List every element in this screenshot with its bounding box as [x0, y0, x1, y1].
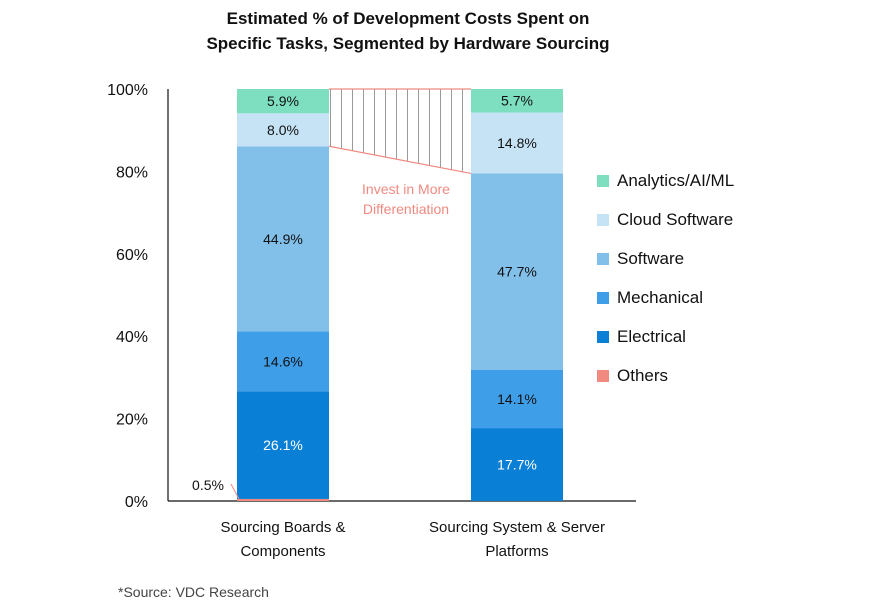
category-label-2-line-2: Platforms — [485, 543, 548, 560]
bar-segment-cloud-software-2 — [471, 112, 563, 174]
legend-swatch-analytics-ai-ml — [597, 175, 609, 187]
legend: Analytics/AI/ML Cloud Software Software Mec… — [597, 171, 734, 385]
differentiation-bottom-line — [328, 145, 472, 175]
legend-swatch-others — [597, 370, 609, 382]
chart-title: Estimated % of Development Costs Spent o… — [206, 9, 609, 53]
legend-item-analytics-ai-ml: Analytics/AI/ML — [597, 171, 734, 190]
data-label-electrical-2: 17.7% — [497, 457, 537, 473]
title-line-2: Specific Tasks, Segmented by Hardware So… — [206, 34, 609, 53]
bars — [237, 89, 563, 501]
y-tick-label-20: 20% — [116, 412, 148, 429]
legend-swatch-mechanical — [597, 292, 609, 304]
data-label-analytics-ai-ml-2: 5.7% — [501, 93, 533, 109]
category-label-1-line-2: Components — [240, 543, 325, 560]
bar-segment-mechanical-1 — [237, 331, 329, 392]
legend-label-electrical: Electrical — [617, 327, 686, 346]
y-tick-label-80: 80% — [116, 164, 148, 181]
annotation-line-2: Differentiation — [363, 201, 449, 217]
bar-segment-electrical-1 — [237, 391, 329, 499]
legend-label-analytics-ai-ml: Analytics/AI/ML — [617, 171, 734, 190]
data-label-software-2: 47.7% — [497, 264, 537, 280]
data-label-electrical-1: 26.1% — [263, 437, 303, 453]
bar-segment-analytics-ai-ml-2 — [471, 89, 563, 113]
data-label-others-1: 0.5% — [192, 477, 224, 493]
bar-segment-others-1 — [237, 498, 329, 501]
data-labels: 0.5% 26.1% 14.6% 44.9% 8.0% 5.9% 17.7% 14.1% 47.… — [192, 93, 537, 500]
legend-label-mechanical: Mechanical — [617, 288, 703, 307]
bar-segment-analytics-ai-ml-1 — [237, 89, 329, 114]
data-label-cloud-software-1: 8.0% — [267, 122, 299, 138]
title-line-1: Estimated % of Development Costs Spent o… — [227, 9, 590, 28]
bar-segment-electrical-2 — [471, 428, 563, 501]
legend-item-others: Others — [597, 366, 668, 385]
legend-item-electrical: Electrical — [597, 327, 686, 346]
source-note: *Source: VDC Research — [118, 584, 269, 600]
category-label-2-line-1: Sourcing System & Server — [429, 519, 605, 536]
differentiation-gap: Invest in More Differentiation — [328, 88, 472, 217]
legend-item-cloud-software: Cloud Software — [597, 210, 733, 229]
y-tick-label-40: 40% — [116, 329, 148, 346]
others-callout-line-1 — [230, 483, 240, 500]
axes: 0% 20% 40% 60% 80% 100% Sourcing Boards & Compo… — [107, 82, 636, 560]
legend-label-software: Software — [617, 249, 684, 268]
legend-swatch-cloud-software — [597, 214, 609, 226]
y-tick-label-100: 100% — [107, 82, 148, 99]
bar-segment-cloud-software-1 — [237, 113, 329, 147]
data-label-analytics-ai-ml-1: 5.9% — [267, 93, 299, 109]
category-label-1-line-1: Sourcing Boards & — [220, 519, 345, 536]
legend-swatch-software — [597, 253, 609, 265]
data-label-mechanical-2: 14.1% — [497, 391, 537, 407]
data-label-mechanical-1: 14.6% — [263, 353, 303, 369]
annotation-line-1: Invest in More — [362, 181, 450, 197]
legend-item-software: Software — [597, 249, 684, 268]
legend-item-mechanical: Mechanical — [597, 288, 703, 307]
data-label-software-1: 44.9% — [263, 231, 303, 247]
legend-swatch-electrical — [597, 331, 609, 343]
differentiation-hatch — [329, 89, 471, 174]
data-label-cloud-software-2: 14.8% — [497, 135, 537, 151]
bar-segment-software-2 — [471, 173, 563, 370]
y-tick-label-60: 60% — [116, 247, 148, 264]
y-tick-label-0: 0% — [125, 494, 148, 511]
legend-label-others: Others — [617, 366, 668, 385]
bar-segment-mechanical-2 — [471, 369, 563, 429]
legend-label-cloud-software: Cloud Software — [617, 210, 733, 229]
bar-segment-software-1 — [237, 146, 329, 332]
